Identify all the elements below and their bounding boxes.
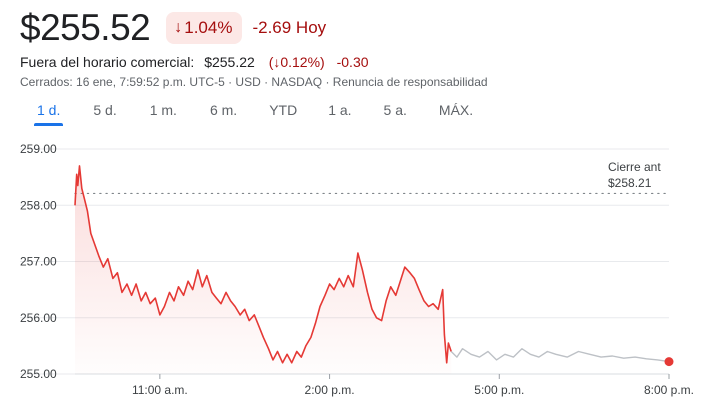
current-price: $255.52 [20, 7, 151, 48]
after-hours-change-percent: (↓0.12%) [268, 54, 325, 70]
regular-session-line [74, 165, 452, 364]
change-percent: 1.04% [184, 18, 233, 37]
change-absolute: -2.69 Hoy [252, 18, 327, 37]
tab-1-day[interactable]: 1 d. [33, 100, 64, 126]
tab-ytd[interactable]: YTD [269, 102, 298, 118]
y-tick-label: 259.00 [20, 142, 57, 156]
x-tick-label: 5:00 p.m. [474, 383, 524, 397]
extended-hours-line [450, 348, 670, 363]
tab-max[interactable]: MÁX. [438, 102, 474, 118]
previous-close-label: Cierre ant [608, 160, 661, 174]
tab-1-month[interactable]: 1 m. [149, 102, 177, 118]
tab-6-months[interactable]: 6 m. [209, 102, 238, 118]
tab-1-year[interactable]: 1 a. [328, 102, 352, 118]
x-tick-label: 11:00 a.m. [132, 383, 188, 397]
last-price-dot [664, 357, 674, 367]
tab-5-years[interactable]: 5 a. [383, 102, 407, 118]
y-tick-label: 256.00 [20, 311, 57, 325]
quote-header: $255.52 ↓ 1.04% -2.69 Hoy [20, 6, 326, 50]
arrow-down-icon: ↓ [174, 19, 183, 36]
tab-5-days[interactable]: 5 d. [93, 102, 117, 118]
market-status-line: Cerrados: 16 ene, 7:59:52 p.m. UTC-5 · U… [20, 75, 488, 89]
change-percent-badge: ↓ 1.04% [166, 12, 243, 44]
x-tick-label: 8:00 p.m. [644, 383, 694, 397]
y-tick-label: 258.00 [20, 198, 57, 212]
y-tick-label: 255.00 [20, 367, 57, 381]
previous-close-value: $258.21 [608, 176, 652, 190]
after-hours-price: $255.22 [204, 54, 255, 70]
after-hours-label: Fuera del horario comercial: [20, 54, 195, 70]
regular-session-area [75, 165, 452, 374]
after-hours-row: Fuera del horario comercial: $255.22 (↓0… [20, 54, 369, 70]
time-range-tabs: 1 d. 5 d. 1 m. 6 m. YTD 1 a. 5 a. MÁX. [20, 100, 473, 126]
y-tick-label: 257.00 [20, 255, 57, 269]
x-tick-label: 2:00 p.m. [305, 383, 355, 397]
after-hours-change-absolute: -0.30 [336, 54, 369, 70]
